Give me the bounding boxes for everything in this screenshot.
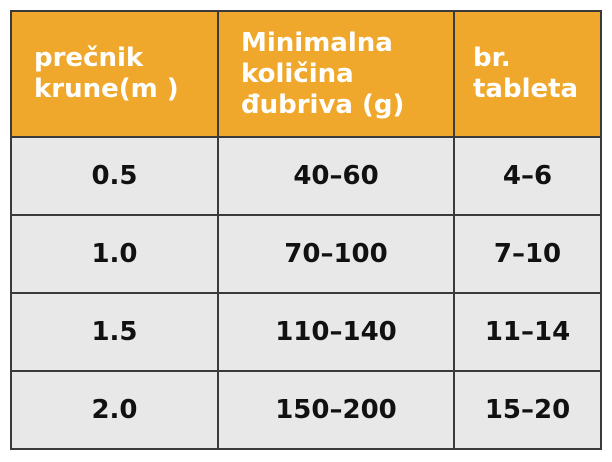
table-cell: 11–14	[453, 292, 602, 372]
table-row: 1.5 110–140 11–14	[10, 292, 602, 372]
table-cell: 4–6	[453, 136, 602, 216]
table-cell: 150–200	[217, 370, 455, 450]
header-line: krune(m )	[34, 74, 179, 104]
table-cell: 2.0	[10, 370, 219, 450]
header-line: tableta	[473, 74, 579, 104]
table-cell: 0.5	[10, 136, 219, 216]
table-row: 1.0 70–100 7–10	[10, 214, 602, 294]
table-cell: 7–10	[453, 214, 602, 294]
table-row: 2.0 150–200 15–20	[10, 370, 602, 450]
table-cell: 15–20	[453, 370, 602, 450]
header-line: prečnik	[34, 43, 144, 73]
header-cell: prečnik krune(m )	[10, 10, 219, 138]
header-cell: br. tableta	[453, 10, 602, 138]
table-cell: 70–100	[217, 214, 455, 294]
header-line: br.	[473, 43, 511, 73]
table-cell: 1.0	[10, 214, 219, 294]
table-cell: 40–60	[217, 136, 455, 216]
table-cell: 1.5	[10, 292, 219, 372]
header-line: količina	[241, 58, 354, 89]
table-cell: 110–140	[217, 292, 455, 372]
header-cell: Minimalna količina đubriva (g)	[217, 10, 455, 138]
data-table: prečnik krune(m ) Minimalna količina đubriva…	[10, 10, 602, 450]
header-line: Minimalna	[241, 27, 393, 58]
header-row: prečnik krune(m ) Minimalna količina đubriva…	[10, 10, 602, 138]
table-row: 0.5 40–60 4–6	[10, 136, 602, 216]
table-body: 0.5 40–60 4–6 1.0 70–100 7–10 1.5 110–140 11–14 2…	[10, 136, 602, 450]
header-line: đubriva (g)	[241, 89, 405, 120]
